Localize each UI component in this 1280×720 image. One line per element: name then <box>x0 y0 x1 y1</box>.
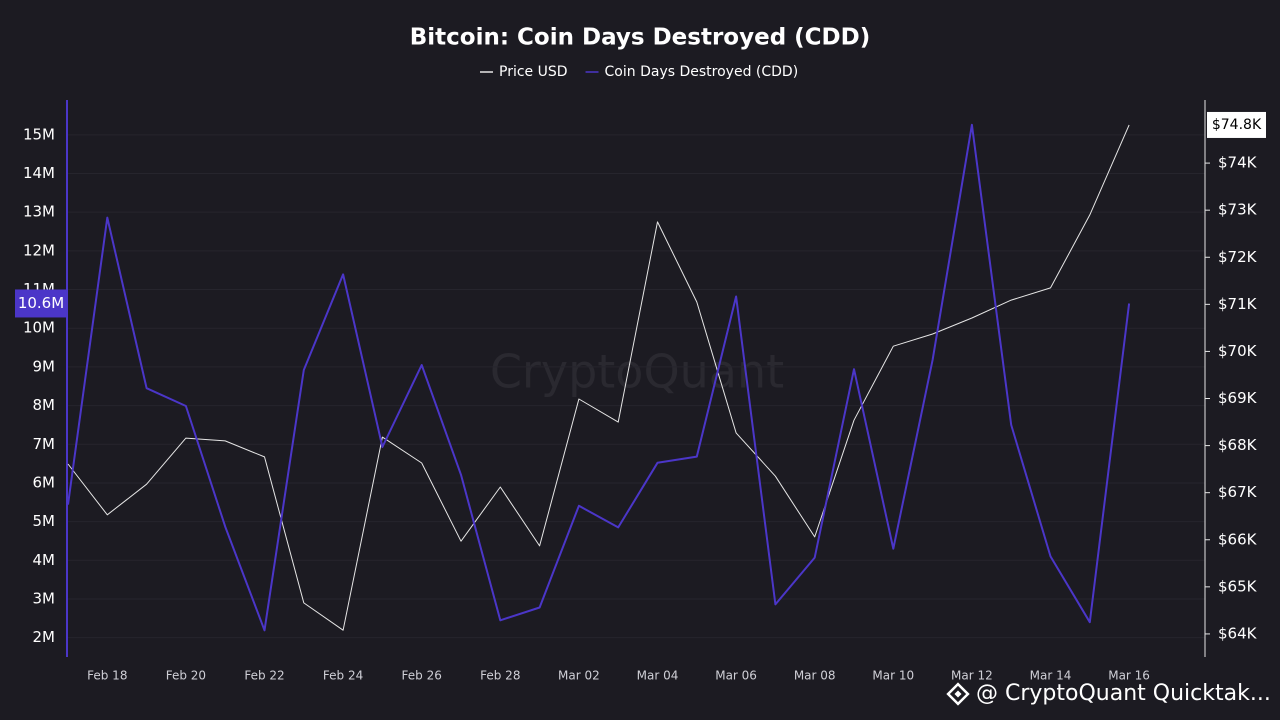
x-tick-label: Mar 04 <box>637 669 679 683</box>
y2-tick-label: $66K <box>1218 530 1258 548</box>
x-tick-label: Feb 20 <box>166 669 206 683</box>
watermark: CryptoQuant <box>490 345 784 399</box>
y2-tick-label: $69K <box>1218 389 1258 407</box>
last-value-box <box>15 289 67 318</box>
y2-tick-label: $70K <box>1218 342 1258 360</box>
y-tick-label: 15M <box>23 125 55 143</box>
y-tick-label: 8M <box>33 396 56 414</box>
y-tick-label: 14M <box>23 164 55 182</box>
y2-tick-label: $67K <box>1218 483 1258 501</box>
x-tick-label: Mar 14 <box>1030 669 1072 683</box>
y-tick-label: 13M <box>23 203 55 221</box>
x-tick-label: Mar 10 <box>872 669 914 683</box>
x-tick-label: Mar 12 <box>951 669 993 683</box>
last-value-label: 10.6M <box>18 294 64 312</box>
y2-tick-label: $72K <box>1218 248 1258 266</box>
footer-credit: @ CryptoQuant Quicktak... <box>976 681 1271 706</box>
legend-label: Price USD <box>499 64 568 80</box>
y-tick-label: 4M <box>33 551 56 569</box>
y2-tick-label: $65K <box>1218 577 1258 595</box>
y-tick-label: 2M <box>33 628 56 646</box>
y2-tick-label: $73K <box>1218 201 1258 219</box>
y2-tick-label: $64K <box>1218 624 1258 642</box>
x-tick-label: Mar 08 <box>794 669 836 683</box>
last-value-box <box>1207 111 1266 138</box>
x-tick-label: Feb 28 <box>480 669 520 683</box>
x-tick-label: Feb 26 <box>402 669 442 683</box>
x-tick-label: Feb 22 <box>244 669 284 683</box>
series-line <box>67 124 1130 631</box>
y-tick-label: 5M <box>33 512 56 530</box>
legend-label: Coin Days Destroyed (CDD) <box>605 64 799 80</box>
y-tick-label: 7M <box>33 435 56 453</box>
footer-icon <box>946 682 970 706</box>
x-tick-label: Mar 06 <box>715 669 757 683</box>
x-tick-label: Mar 16 <box>1108 669 1150 683</box>
x-tick-label: Feb 24 <box>323 669 363 683</box>
y2-tick-label: $68K <box>1218 436 1258 454</box>
y-tick-label: 9M <box>33 357 56 375</box>
y-tick-label: 3M <box>33 589 56 607</box>
chart-title: Bitcoin: Coin Days Destroyed (CDD) <box>410 25 871 51</box>
x-tick-label: Mar 02 <box>558 669 600 683</box>
last-value-label: $74.8K <box>1212 117 1262 133</box>
x-tick-label: Feb 18 <box>87 669 127 683</box>
y2-tick-label: $74K <box>1218 154 1258 172</box>
series-line <box>67 123 1131 632</box>
y-tick-label: 6M <box>33 473 56 491</box>
y2-tick-label: $71K <box>1218 295 1258 313</box>
y-tick-label: 10M <box>23 319 55 337</box>
y-tick-label: 12M <box>23 241 55 259</box>
